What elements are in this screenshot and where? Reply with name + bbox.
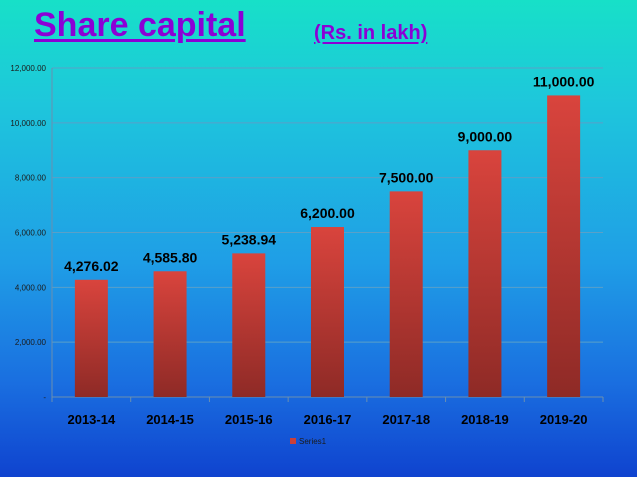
x-tick-label: 2015-16 (225, 412, 273, 427)
bar (311, 227, 344, 397)
slide-title: Share capital (34, 6, 246, 44)
x-tick-label: 2013-14 (67, 412, 115, 427)
bar (232, 253, 266, 397)
legend-label: Series1 (299, 437, 327, 446)
data-label: 4,585.80 (143, 249, 198, 265)
bar (74, 279, 108, 397)
y-tick-label: 10,000.00 (10, 119, 46, 128)
slide-subtitle: (Rs. in lakh) (314, 22, 428, 44)
y-tick-label: 12,000.00 (10, 64, 46, 73)
bar (389, 191, 423, 397)
data-label: 11,000.00 (533, 73, 595, 89)
data-label: 5,238.94 (222, 231, 277, 247)
y-tick-label: 8,000.00 (15, 174, 47, 183)
legend-swatch (290, 438, 296, 444)
data-label: 6,200.00 (300, 205, 355, 221)
bars (74, 95, 581, 398)
data-label: 9,000.00 (458, 128, 513, 144)
bar (153, 271, 187, 397)
x-tick-label: 2017-18 (382, 412, 430, 427)
x-tick-label: 2014-15 (146, 412, 194, 427)
x-tick-label: 2018-19 (461, 412, 509, 427)
data-labels: 4,276.02 4,585.80 5,238.94 6,200.00 7,500.00… (64, 73, 595, 273)
bar (468, 150, 502, 397)
y-tick-label: - (43, 393, 46, 402)
y-tick-label: 6,000.00 (15, 229, 47, 238)
y-tick-label: 4,000.00 (15, 283, 47, 292)
data-label: 4,276.02 (64, 258, 119, 274)
y-tick-label: 2,000.00 (15, 338, 47, 347)
x-tick-label: 2016-17 (304, 412, 352, 427)
x-tick-label: 2019-20 (540, 412, 588, 427)
legend: Series1 (290, 437, 327, 446)
axes: - 2,000.00 4,000.00 6,000.00 8,000.00 10,000.… (10, 64, 604, 427)
bar (547, 95, 581, 398)
data-label: 7,500.00 (379, 169, 434, 185)
